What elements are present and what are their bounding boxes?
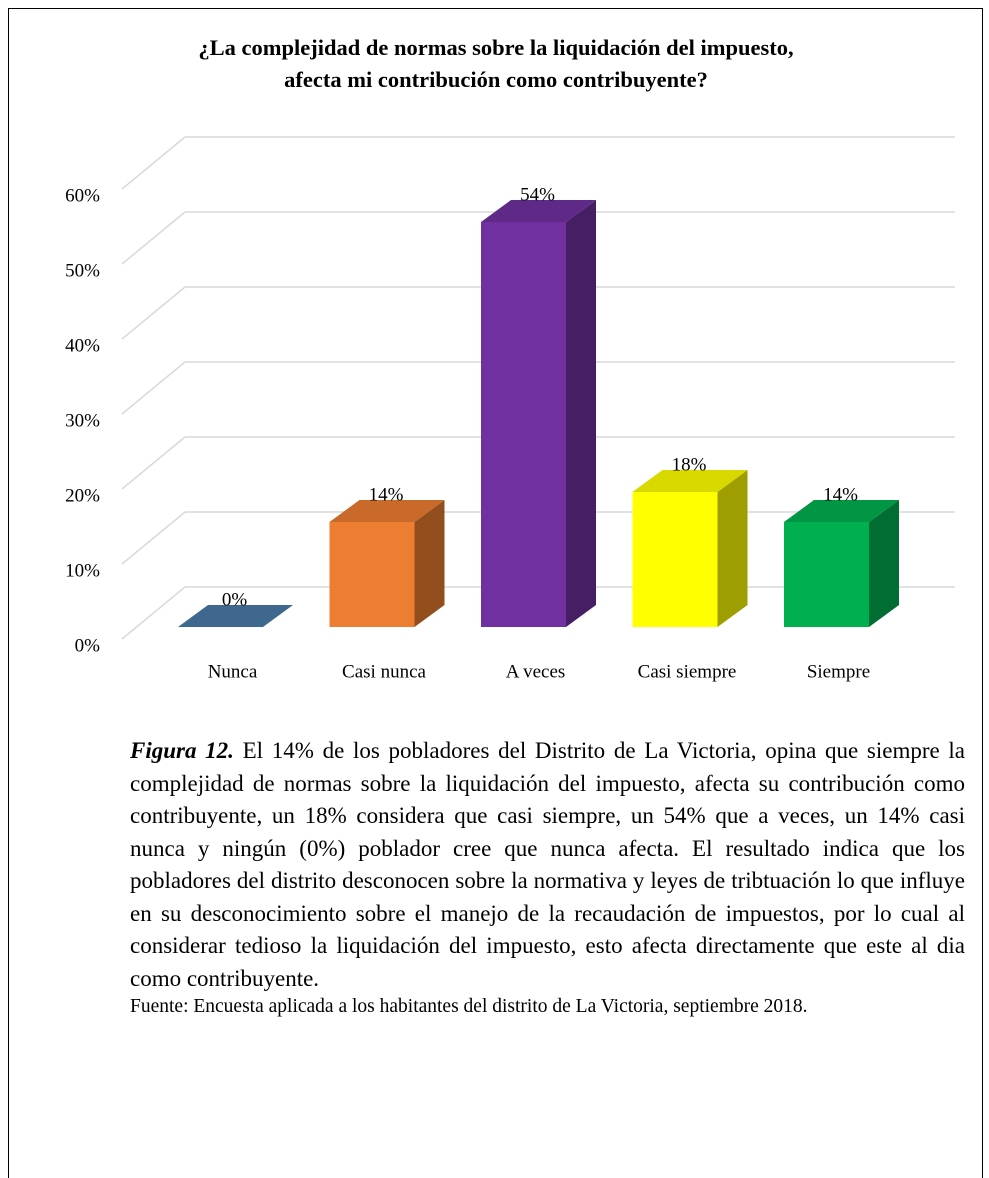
caption-label: Figura 12. [130,738,234,763]
caption: Figura 12. El 14% de los pobladores del … [130,735,965,995]
x-tick-label: Siempre [807,661,870,682]
value-label: 54% [520,184,555,205]
frame [8,8,983,1178]
y-tick-label: 30% [65,410,100,431]
bar-side [566,200,596,627]
bar-top [329,500,445,522]
bar-side [414,500,445,627]
bar-top [632,470,748,492]
bar-top [784,500,899,522]
x-tick-label: Casi siempre [638,661,737,682]
x-tick-label: Nunca [208,661,258,682]
bar-top [178,605,293,627]
y-tick-label: 50% [65,260,100,281]
value-label: 14% [823,484,858,505]
y-tick-label: 60% [65,185,100,206]
bar-side [717,470,748,627]
chart-title: afecta mi contribución como contribuyent… [284,67,708,92]
grid-line [121,511,186,565]
bar-side [869,500,899,627]
grid-line [121,586,186,640]
y-tick-label: 10% [65,560,100,581]
y-tick-label: 40% [65,335,100,356]
y-tick-label: 20% [65,485,100,506]
bar-top [481,200,596,222]
caption-text: El 14% de los pobladores del Distrito de… [130,738,965,991]
grid-line [121,436,186,490]
value-label: 14% [369,484,404,505]
bar [632,492,718,627]
grid-line [121,361,186,415]
source: Fuente: Encuesta aplicada a los habitant… [130,996,808,1017]
grid-line [121,136,186,190]
value-label: 0% [222,589,248,610]
grid-line [121,286,186,340]
chart: ¿La complejidad de normas sobre la liqui… [65,35,955,682]
bar [784,522,869,627]
value-label: 18% [672,454,707,475]
grid-line [121,211,186,265]
bar [481,222,566,627]
chart-title: ¿La complejidad de normas sobre la liqui… [198,35,793,60]
x-tick-label: Casi nunca [342,661,426,682]
bar [329,522,415,627]
x-tick-label: A veces [506,661,566,682]
y-tick-label: 0% [75,635,101,656]
